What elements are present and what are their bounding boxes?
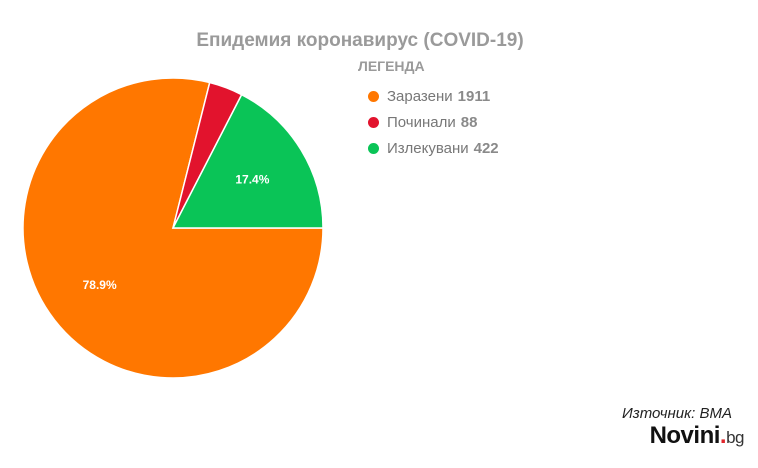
brand-logo[interactable]: Novini.bg [649,422,745,450]
legend-value: 88 [460,113,478,131]
brand-tld: bg [726,428,744,447]
legend-label: Заразени [387,87,453,105]
legend-marker [368,116,379,128]
legend-marker [368,90,379,102]
source-note: Източник: ВМА [622,405,732,422]
pie-chart: 78.9% 17.4% [22,77,324,379]
legend-value: 422 [473,139,499,157]
legend-label: Излекувани [387,139,469,157]
legend-value: 1911 [457,87,491,105]
legend-item-deceased[interactable]: Починали 88 [358,109,499,135]
legend: ЛЕГЕНДА Заразени 1911 Починали 88 Излеку… [358,58,499,161]
legend-item-recovered[interactable]: Излекувани 422 [358,135,499,161]
chart-title: Епидемия коронавирус (COVID-19) [196,30,524,51]
brand-name: Novini [649,422,721,449]
pie-slice-2[interactable] [171,93,324,229]
legend-title: ЛЕГЕНДА [358,58,425,74]
legend-label: Починали [387,113,456,131]
legend-item-infected[interactable]: Заразени 1911 [358,83,499,109]
brand-dot: . [719,422,727,449]
slice-label-0: 78.9% [83,278,117,292]
legend-marker [368,142,379,154]
slice-label-2: 17.4% [235,173,269,187]
